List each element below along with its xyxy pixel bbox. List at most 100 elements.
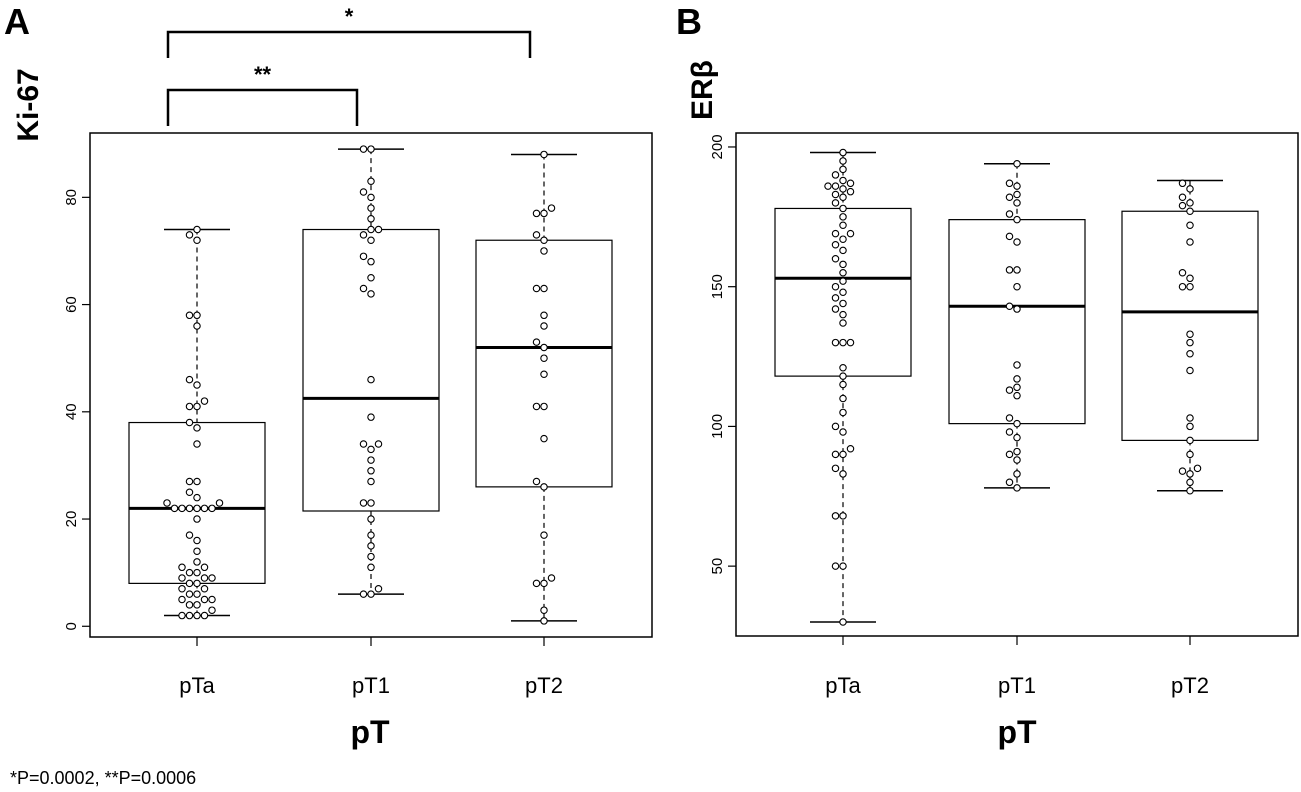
data-point [200, 397, 209, 405]
data-point [200, 563, 209, 572]
data-point [208, 595, 216, 604]
x-tick-label: pTa [825, 673, 861, 698]
data-point [1186, 207, 1194, 215]
data-point [359, 284, 368, 293]
data-point [540, 343, 548, 352]
data-point [1186, 274, 1194, 283]
data-point [839, 185, 847, 193]
data-point [1186, 366, 1194, 375]
data-point [1013, 266, 1021, 274]
data-point [1186, 478, 1194, 487]
data-point [200, 584, 209, 593]
x-tick-label: pT1 [352, 673, 390, 698]
significance-label: ** [254, 62, 272, 87]
data-point [185, 231, 194, 239]
data-point [1178, 282, 1187, 291]
data-point [831, 512, 840, 520]
data-point [839, 288, 847, 297]
data-point [359, 440, 368, 448]
data-point [540, 370, 548, 379]
data-point [547, 574, 556, 582]
data-point [839, 319, 847, 327]
data-point [193, 322, 201, 330]
footnote: *P=0.0002, **P=0.0006 [10, 768, 196, 788]
data-point [1186, 486, 1194, 495]
data-point [831, 182, 840, 190]
y-tick-label: 40 [63, 403, 80, 420]
data-point [1186, 422, 1194, 431]
data-point [367, 225, 375, 234]
data-point [193, 601, 201, 609]
data-point [831, 294, 840, 302]
data-point [178, 504, 186, 513]
data-point [367, 375, 375, 384]
data-point [846, 179, 855, 188]
data-point [1186, 436, 1194, 445]
panel-a-xlabel: pT [350, 714, 390, 750]
data-point [547, 204, 556, 212]
data-point [1013, 383, 1021, 392]
iqr-box [128, 421, 266, 584]
significance-bracket [166, 88, 359, 126]
data-point [185, 611, 194, 620]
data-point [1178, 201, 1187, 210]
data-point [839, 512, 847, 520]
data-point [367, 204, 375, 212]
data-point [831, 282, 840, 291]
data-point [540, 284, 548, 293]
data-point [374, 440, 383, 448]
data-point [367, 552, 375, 561]
data-point [193, 611, 201, 620]
data-point [1186, 414, 1194, 422]
data-point [839, 470, 847, 478]
data-point [540, 483, 548, 491]
data-point [831, 255, 840, 263]
data-point [1013, 433, 1021, 442]
x-tick-label: pT2 [1171, 673, 1209, 698]
data-point [178, 574, 186, 582]
data-point [367, 531, 375, 539]
data-point [178, 611, 186, 620]
data-point [831, 422, 840, 431]
data-point [1186, 350, 1194, 358]
data-point [193, 590, 201, 598]
data-point [532, 477, 541, 486]
data-point [532, 402, 541, 411]
data-point [839, 260, 847, 269]
data-point [831, 450, 840, 459]
data-point [839, 204, 847, 213]
data-point [1186, 221, 1194, 229]
data-point [1013, 456, 1021, 464]
data-point [367, 274, 375, 282]
data-point [367, 445, 375, 454]
data-point [359, 252, 368, 261]
data-point [1013, 361, 1021, 369]
data-point [532, 338, 541, 346]
data-point [367, 193, 375, 202]
data-point [831, 190, 840, 199]
data-point [839, 380, 847, 389]
data-point [367, 467, 375, 475]
data-point [1005, 428, 1014, 436]
data-point [359, 499, 368, 507]
data-point [1013, 484, 1021, 492]
data-point [374, 225, 383, 234]
data-point [208, 504, 216, 513]
data-point [1005, 232, 1014, 241]
data-point [831, 199, 840, 207]
data-point [1186, 238, 1194, 246]
data-point [1186, 450, 1194, 459]
significance-bracket [166, 30, 532, 58]
data-point [839, 235, 847, 243]
data-point [1186, 282, 1194, 291]
data-point [185, 531, 194, 539]
data-point [532, 231, 541, 239]
data-point [1013, 282, 1021, 291]
data-point [185, 601, 194, 609]
data-point [839, 213, 847, 221]
data-point [831, 241, 840, 249]
data-point [170, 504, 179, 513]
data-point [1005, 450, 1014, 459]
